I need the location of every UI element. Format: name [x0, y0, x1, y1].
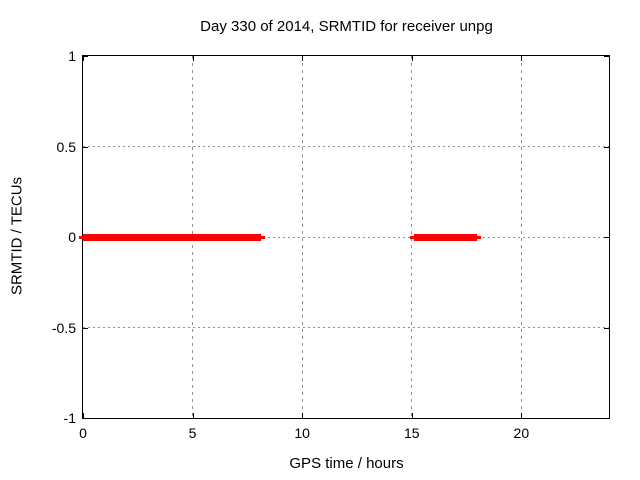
- y-tick-left: [83, 56, 88, 57]
- y-tick-label: 0.5: [56, 138, 76, 155]
- x-tick-bottom: [521, 413, 523, 418]
- y-gridline: [83, 236, 609, 238]
- x-tick-top: [521, 56, 523, 61]
- x-tick-label: 0: [79, 425, 87, 441]
- y-gridline: [83, 146, 609, 147]
- y-tick-left: [83, 418, 88, 419]
- y-tick-right: [604, 146, 609, 148]
- series-segment: [413, 233, 478, 241]
- y-tick-left: [83, 146, 88, 148]
- x-tick-label: 5: [188, 425, 197, 441]
- y-tick-right: [604, 237, 609, 238]
- y-tick-label: 1: [68, 48, 76, 64]
- x-tick-top: [83, 56, 84, 61]
- y-tick-right: [604, 56, 609, 57]
- y-gridline: [83, 327, 609, 328]
- y-tick-right: [604, 418, 609, 419]
- x-tick-top: [192, 56, 194, 61]
- plot-area: [79, 55, 610, 419]
- x-tick-top: [302, 56, 304, 61]
- x-tick-bottom: [83, 413, 84, 418]
- x-tick-bottom: [192, 413, 194, 418]
- x-axis-label: GPS time / hours: [289, 455, 404, 472]
- x-tick-label: 20: [513, 425, 530, 441]
- x-tick-label: 15: [403, 425, 420, 441]
- x-tick-bottom: [411, 413, 413, 418]
- y-tick-right: [604, 327, 609, 329]
- y-tick-left: [83, 327, 88, 329]
- x-tick-label: 10: [294, 425, 310, 441]
- y-tick-label: -0.5: [51, 319, 76, 336]
- y-tick-label: 0: [68, 229, 76, 245]
- x-tick-top: [411, 56, 413, 61]
- y-tick-label: -1: [63, 410, 76, 426]
- chart-title: Day 330 of 2014, SRMTID for receiver unp…: [200, 18, 493, 35]
- series-segment: [83, 233, 261, 241]
- y-axis-label: SRMTID / TECUs: [8, 176, 26, 296]
- x-tick-bottom: [302, 413, 304, 418]
